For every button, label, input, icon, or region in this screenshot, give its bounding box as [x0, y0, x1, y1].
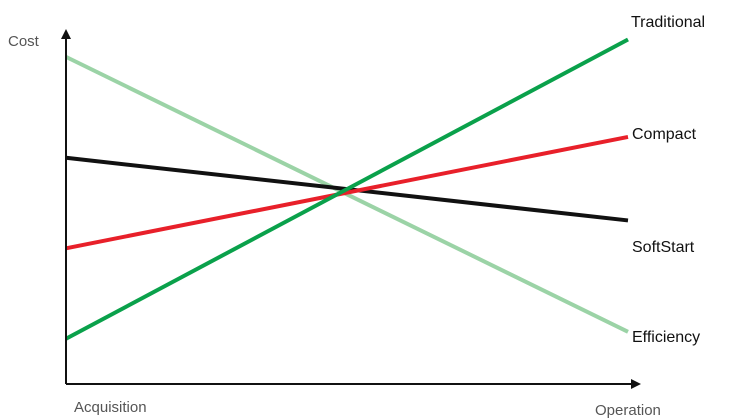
series-label-layer: Traditional Compact SoftStart Efficiency: [631, 14, 705, 346]
series-label-compact: Compact: [632, 126, 697, 143]
series-label-softstart: SoftStart: [632, 239, 695, 256]
series-line-traditional: [65, 37, 629, 341]
series-layer: [65, 37, 629, 341]
series-label-traditional: Traditional: [631, 14, 705, 31]
series-line-compact: [65, 134, 629, 251]
series-label-efficiency: Efficiency: [632, 329, 700, 346]
x-axis-start-label: Acquisition: [74, 399, 147, 416]
x-axis-end-label: Operation: [595, 402, 661, 419]
y-axis-label: Cost: [8, 33, 40, 50]
